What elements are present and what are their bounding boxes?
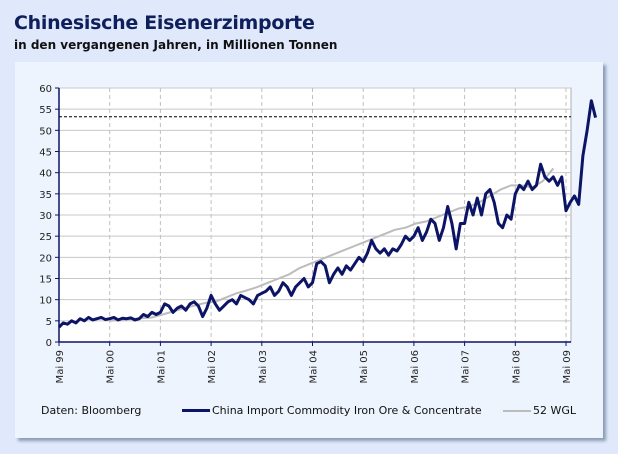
x-tick-label: Mai 99 (55, 350, 66, 383)
x-tick-label: Mai 01 (156, 350, 167, 383)
y-tick-label: 5 (46, 317, 52, 328)
y-tick-label: 45 (39, 148, 52, 159)
y-tick-label: 60 (39, 84, 52, 95)
x-tick-label: Mai 05 (359, 350, 370, 383)
legend-item-iron-ore: China Import Commodity Iron Ore & Concen… (182, 404, 482, 417)
chart-subtitle: in den vergangenen Jahren, in Millionen … (14, 38, 338, 52)
legend-item-52wgl: 52 WGL (503, 404, 576, 417)
y-tick-label: 20 (39, 253, 52, 264)
x-tick-label: Mai 07 (461, 350, 472, 383)
y-tick-label: 55 (39, 105, 52, 116)
y-tick-label: 35 (39, 190, 52, 201)
y-tick-label: 25 (39, 232, 52, 243)
x-tick-label: Mai 02 (207, 350, 218, 383)
legend-label: China Import Commodity Iron Ore & Concen… (212, 404, 482, 417)
x-tick-label: Mai 08 (511, 350, 522, 383)
x-tick-label: Mai 09 (562, 350, 573, 383)
y-tick-label: 0 (46, 338, 52, 349)
legend-swatch (182, 409, 210, 412)
x-tick-label: Mai 04 (309, 350, 320, 383)
legend-swatch (503, 409, 531, 412)
x-tick-label: Mai 03 (258, 350, 269, 383)
chart-title: Chinesische Eisenerzimporte (14, 12, 315, 34)
y-tick-label: 30 (39, 211, 52, 222)
y-tick-label: 15 (39, 275, 52, 286)
legend-label: 52 WGL (533, 404, 577, 417)
x-tick-label: Mai 06 (410, 350, 421, 383)
source-note: Daten: Bloomberg (41, 404, 142, 417)
y-tick-label: 40 (39, 169, 52, 180)
y-tick-label: 10 (39, 296, 52, 307)
y-tick-label: 50 (39, 126, 52, 137)
series-line-iron-ore (57, 99, 598, 329)
x-tick-label: Mai 00 (106, 350, 117, 383)
